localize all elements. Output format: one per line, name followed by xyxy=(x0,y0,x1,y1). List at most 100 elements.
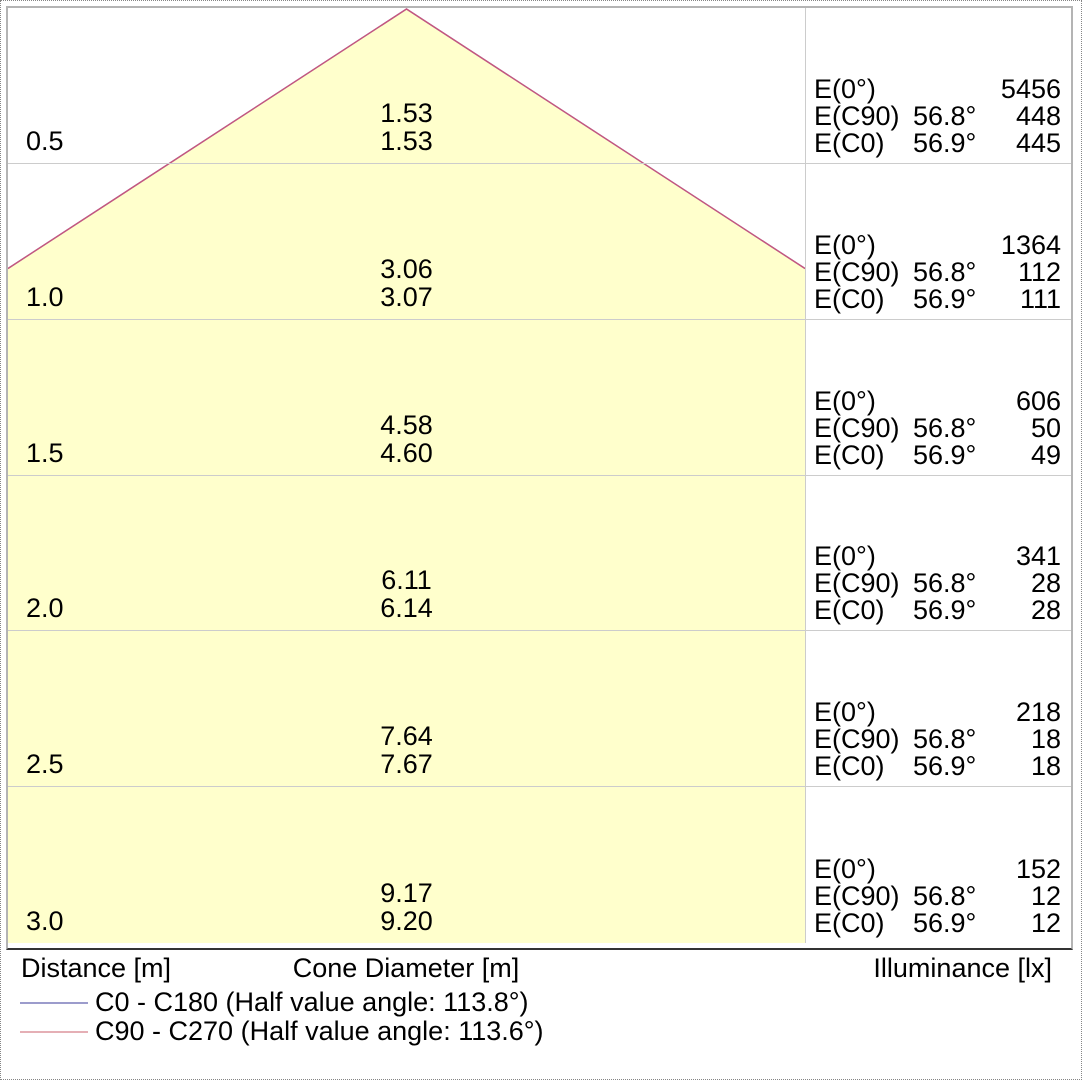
cone-diameter-c0: 7.64 xyxy=(380,721,433,751)
ec0-angle: 56.9° xyxy=(913,128,977,158)
e0-label: E(0°) xyxy=(814,230,876,260)
cone-fill xyxy=(8,9,805,943)
c90-c270-cone-line xyxy=(8,8,805,270)
e0-value: 341 xyxy=(1015,541,1061,571)
illuminance-line: E(C90) 56.8° 18 xyxy=(814,726,1061,753)
illuminance-line: E(C0) 56.9° 49 xyxy=(814,442,1061,469)
e0-angle xyxy=(913,856,968,883)
ec0-value: 445 xyxy=(1015,128,1061,158)
axis-label-cone-diameter: Cone Diameter [m] xyxy=(292,953,520,983)
illuminance-block: E(0°) 5456 E(C90) 56.8° 448 E(C0) 56.9° 445 xyxy=(814,76,1061,157)
distance-label: 0.5 xyxy=(26,126,64,156)
ec0-value: 18 xyxy=(1030,751,1061,781)
ec0-label: E(C0) xyxy=(814,908,885,938)
e0-angle xyxy=(913,232,968,259)
cone-diameter-c90: 1.53 xyxy=(380,126,433,156)
illuminance-line: E(C90) 56.8° 112 xyxy=(814,259,1061,286)
ec0-angle: 56.9° xyxy=(913,751,977,781)
ec0-label: E(C0) xyxy=(814,128,885,158)
legend-label-c90-c270: C90 - C270 (Half value angle: 113.6°) xyxy=(95,1016,544,1046)
ec90-value: 28 xyxy=(1030,568,1061,598)
ec90-value: 448 xyxy=(1015,101,1061,131)
ec90-angle: 56.8° xyxy=(913,257,977,287)
e0-angle xyxy=(913,543,968,570)
cone-diameter-values: 1.53 1.53 xyxy=(8,99,805,155)
ec90-value: 112 xyxy=(1017,257,1061,287)
legend-label-c0-c180: C0 - C180 (Half value angle: 113.8°) xyxy=(95,987,529,1017)
illuminance-block: E(0°) 341 E(C90) 56.8° 28 E(C0) 56.9° 28 xyxy=(814,543,1061,624)
ec90-label: E(C90) xyxy=(814,101,900,131)
cone-diameter-c0: 9.17 xyxy=(380,878,433,908)
e0-value: 152 xyxy=(1015,854,1061,884)
illuminance-line: E(C0) 56.9° 18 xyxy=(814,753,1061,780)
ec0-label: E(C0) xyxy=(814,284,885,314)
distance-label: 2.0 xyxy=(26,593,64,623)
cone-diameter-c0: 1.53 xyxy=(380,98,433,128)
e0-label: E(0°) xyxy=(814,74,876,104)
e0-value: 218 xyxy=(1015,697,1061,727)
ec0-label: E(C0) xyxy=(814,751,885,781)
distance-label: 3.0 xyxy=(26,906,64,936)
cone-row-0.5m: 0.5 1.53 1.53 E(0°) 5456 E(C90) 56.8° 448 E… xyxy=(8,8,1071,164)
distance-label: 1.0 xyxy=(26,282,64,312)
ec90-angle: 56.8° xyxy=(913,568,977,598)
ec0-value: 49 xyxy=(1030,440,1061,470)
illuminance-line: E(0°) 606 xyxy=(814,388,1061,415)
cone-row-1.0m: 1.0 3.06 3.07 E(0°) 1364 E(C90) 56.8° 112 E… xyxy=(8,164,1071,320)
illuminance-line: E(0°) 218 xyxy=(814,699,1061,726)
cone-diameter-c0: 4.58 xyxy=(380,410,433,440)
cone-diameter-c90: 3.07 xyxy=(380,282,433,312)
e0-value: 606 xyxy=(1015,386,1061,416)
illuminance-line: E(C90) 56.8° 448 xyxy=(814,103,1061,130)
illuminance-line: E(C0) 56.9° 12 xyxy=(814,910,1061,937)
illuminance-line: E(0°) 5456 xyxy=(814,76,1061,103)
ec0-angle: 56.9° xyxy=(913,284,977,314)
cone-diameter-values: 6.11 6.14 xyxy=(8,566,805,622)
illuminance-block: E(0°) 1364 E(C90) 56.8° 112 E(C0) 56.9° 111 xyxy=(814,232,1061,313)
ec0-angle: 56.9° xyxy=(913,440,977,470)
illuminance-line: E(C90) 56.8° 50 xyxy=(814,415,1061,442)
e0-label: E(0°) xyxy=(814,386,876,416)
ec90-label: E(C90) xyxy=(814,724,900,754)
illuminance-line: E(C0) 56.9° 445 xyxy=(814,130,1061,157)
cone-row-3.0m: 3.0 9.17 9.20 E(0°) 152 E(C90) 56.8° 12 E(C… xyxy=(8,787,1071,943)
c90-c270-line-swatch xyxy=(20,1030,88,1033)
e0-value: 5456 xyxy=(1000,74,1061,104)
illuminance-block: E(0°) 606 E(C90) 56.8° 50 E(C0) 56.9° 49 xyxy=(814,388,1061,469)
ec0-value: 111 xyxy=(1019,284,1061,314)
axis-label-illuminance: Illuminance [lx] xyxy=(873,953,1052,983)
ec90-value: 18 xyxy=(1030,724,1061,754)
ec0-angle: 56.9° xyxy=(913,595,977,625)
cone-diameter-c0: 3.06 xyxy=(380,254,433,284)
illuminance-line: E(0°) 1364 xyxy=(814,232,1061,259)
ec0-label: E(C0) xyxy=(814,440,885,470)
e0-value: 1364 xyxy=(1000,230,1061,260)
legend: C0 - C180 (Half value angle: 113.8°) C90… xyxy=(1,987,1081,1046)
cone-diameter-c0: 6.11 xyxy=(381,565,432,595)
illuminance-line: E(C0) 56.9° 28 xyxy=(814,597,1061,624)
c0-c180-line-swatch xyxy=(20,1001,88,1004)
ec90-angle: 56.8° xyxy=(913,881,977,911)
e0-angle xyxy=(913,76,968,103)
cone-row-2.0m: 2.0 6.11 6.14 E(0°) 341 E(C90) 56.8° 28 E(C… xyxy=(8,476,1071,631)
illuminance-line: E(0°) 152 xyxy=(814,856,1061,883)
e0-label: E(0°) xyxy=(814,854,876,884)
cone-diameter-values: 4.58 4.60 xyxy=(8,411,805,467)
cone-row-1.5m: 1.5 4.58 4.60 E(0°) 606 E(C90) 56.8° 50 E(C… xyxy=(8,320,1071,476)
illuminance-line: E(C90) 56.8° 12 xyxy=(814,883,1061,910)
cone-diameter-c90: 7.67 xyxy=(380,749,433,779)
illuminance-line: E(C90) 56.8° 28 xyxy=(814,570,1061,597)
ec90-angle: 56.8° xyxy=(913,101,977,131)
ec90-angle: 56.8° xyxy=(913,724,977,754)
e0-angle xyxy=(913,388,968,415)
ec90-label: E(C90) xyxy=(814,413,900,443)
e0-label: E(0°) xyxy=(814,697,876,727)
illuminance-line: E(C0) 56.9° 111 xyxy=(814,286,1061,313)
cone-diameter-values: 7.64 7.67 xyxy=(8,722,805,778)
illuminance-block: E(0°) 152 E(C90) 56.8° 12 E(C0) 56.9° 12 xyxy=(814,856,1061,937)
ec90-value: 50 xyxy=(1030,413,1061,443)
legend-item-c90-c270: C90 - C270 (Half value angle: 113.6°) xyxy=(1,1016,1081,1046)
ec0-value: 12 xyxy=(1030,908,1061,938)
ec90-angle: 56.8° xyxy=(913,413,977,443)
distance-label: 1.5 xyxy=(26,438,64,468)
